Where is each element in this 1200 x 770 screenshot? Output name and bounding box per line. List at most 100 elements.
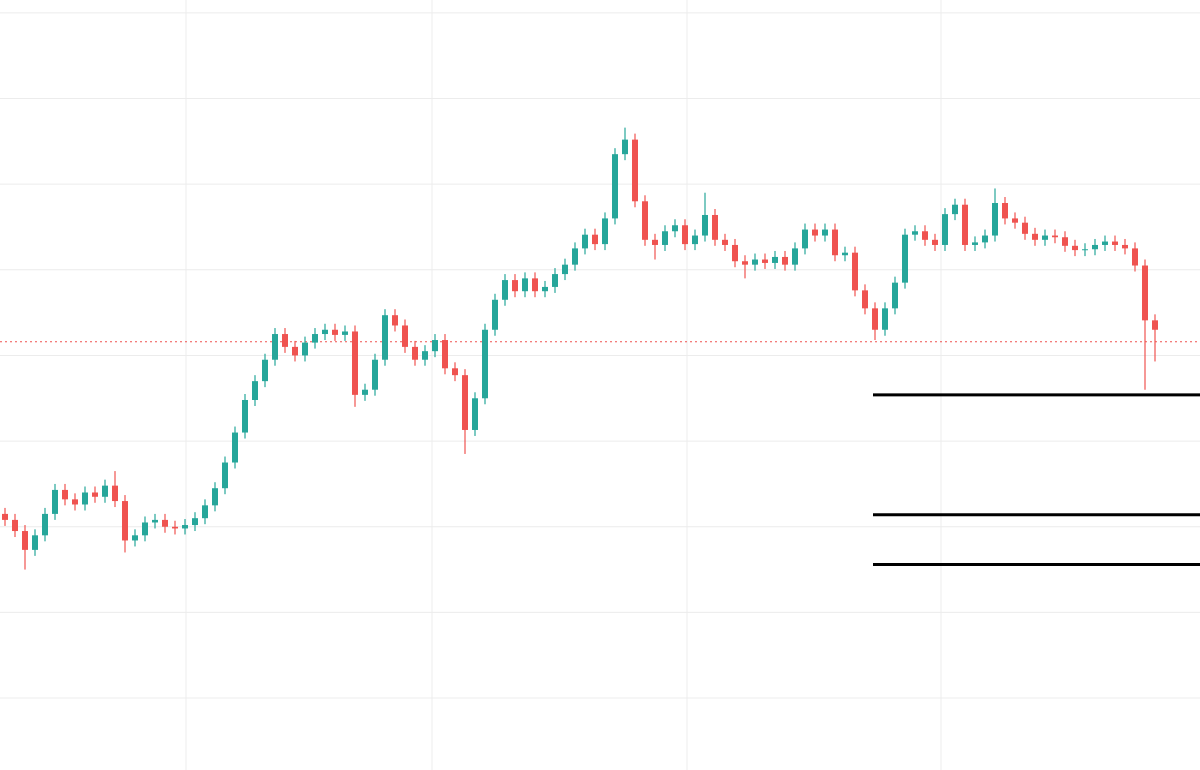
candle-body: [152, 519, 158, 523]
candle-body: [582, 234, 588, 249]
candle-body: [562, 264, 568, 275]
candle-body: [292, 346, 298, 356]
candle-body: [392, 315, 398, 326]
candle-body: [682, 225, 688, 245]
candle-body: [762, 259, 768, 263]
candle-body: [802, 229, 808, 249]
candle-body: [352, 331, 358, 395]
candle-body: [442, 340, 448, 369]
candle-body: [282, 334, 288, 347]
candle-body: [552, 274, 558, 287]
candle-body: [412, 346, 418, 360]
candle-body: [1142, 265, 1148, 321]
candle-body: [362, 389, 368, 395]
candle-body: [592, 234, 598, 245]
candle-body: [752, 259, 758, 265]
candle-body: [1032, 233, 1038, 240]
candle-body: [272, 334, 278, 360]
candle-body: [922, 231, 928, 240]
candle-body: [472, 398, 478, 430]
candle-body: [1102, 241, 1108, 245]
candle-body: [782, 256, 788, 265]
candle-body: [702, 214, 708, 236]
candle-body: [522, 278, 528, 292]
candle-body: [662, 231, 668, 245]
candle-body: [382, 315, 388, 360]
candle-body: [542, 286, 548, 292]
candle-body: [142, 522, 148, 536]
candle-body: [722, 239, 728, 245]
candle-body: [162, 519, 168, 527]
candle-body: [972, 242, 978, 245]
candle-body: [322, 329, 328, 335]
candle-body: [332, 329, 338, 335]
candle-body: [232, 432, 238, 463]
candle-body: [172, 526, 178, 529]
candle-body: [712, 214, 718, 240]
candle-body: [1022, 222, 1028, 234]
candle-body: [42, 513, 48, 536]
candle-body: [942, 214, 948, 245]
candle-body: [1092, 244, 1098, 250]
candle-body: [1152, 320, 1158, 330]
candle-body: [882, 308, 888, 330]
candle-body: [1122, 244, 1128, 249]
candle-body: [1052, 235, 1058, 238]
candle-body: [252, 381, 258, 400]
candle-body: [482, 329, 488, 399]
candle-body: [402, 325, 408, 347]
candle-body: [532, 278, 538, 292]
candle-body: [102, 485, 108, 497]
candle-body: [742, 261, 748, 265]
candle-body: [832, 229, 838, 256]
candle-body: [862, 290, 868, 309]
candle-body: [772, 256, 778, 263]
candle-body: [1072, 245, 1078, 251]
candle-body: [872, 308, 878, 330]
candle-body: [372, 359, 378, 390]
candle-body: [952, 204, 958, 215]
candle-body: [982, 235, 988, 243]
candle-body: [462, 375, 468, 430]
candle-body: [572, 248, 578, 265]
candle-body: [622, 139, 628, 155]
candle-body: [202, 505, 208, 519]
candle-body: [182, 525, 188, 529]
candle-body: [192, 518, 198, 526]
candle-body: [612, 154, 618, 219]
candle-body: [492, 299, 498, 330]
candle-body: [1062, 237, 1068, 246]
candle-body: [962, 204, 968, 245]
candle-body: [822, 229, 828, 236]
candle-body: [602, 218, 608, 245]
candle-body: [212, 488, 218, 506]
candle-body: [652, 239, 658, 245]
candle-body: [642, 201, 648, 240]
candle-body: [2, 513, 8, 520]
candle-body: [422, 351, 428, 360]
candle-body: [452, 368, 458, 376]
candle-body: [32, 535, 38, 550]
candle-body: [122, 501, 128, 541]
candle-body: [432, 340, 438, 352]
candle-body: [842, 252, 848, 256]
candle-body: [692, 235, 698, 245]
candle-body: [1082, 249, 1088, 251]
candle-body: [1112, 241, 1118, 245]
candle-body: [72, 499, 78, 505]
candle-body: [12, 519, 18, 532]
candle-body: [312, 334, 318, 343]
candle-body: [92, 492, 98, 497]
candle-body: [242, 399, 248, 433]
candle-body: [52, 489, 58, 514]
candle-body: [512, 280, 518, 292]
candle-body: [902, 234, 908, 283]
candle-body: [302, 342, 308, 356]
candle-body: [222, 462, 228, 489]
candle-body: [112, 485, 118, 502]
candle-body: [1132, 248, 1138, 266]
candle-body: [132, 535, 138, 541]
candle-body: [892, 282, 898, 309]
candle-body: [82, 492, 88, 505]
